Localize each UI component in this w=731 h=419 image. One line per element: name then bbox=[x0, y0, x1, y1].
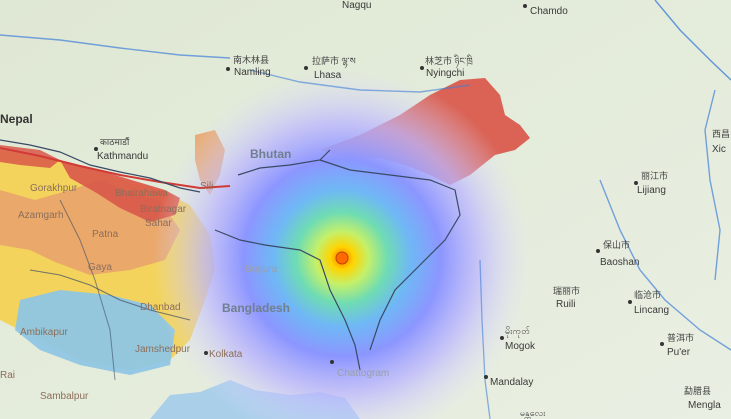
city-dot-chattogram bbox=[330, 360, 334, 364]
city-dot-mandalay bbox=[484, 375, 488, 379]
city-dot-lhasa bbox=[304, 66, 308, 70]
city-dot-lincang bbox=[628, 300, 632, 304]
city-dot-kathmandu bbox=[94, 147, 98, 151]
city-kolkata: Kolkata bbox=[209, 349, 243, 360]
city-dot-mogok bbox=[500, 336, 504, 340]
city-raipur: Rai bbox=[0, 370, 16, 381]
city-puer-native: 普洱市 bbox=[667, 333, 695, 343]
city-nyingchi: Nyingchi bbox=[426, 68, 465, 79]
city-baoshan-native: 保山市 bbox=[603, 240, 631, 250]
city-bogura: Bogura bbox=[245, 264, 278, 275]
city-mandalay-native: မန္တလေး bbox=[520, 408, 546, 418]
city-sambalpur: Sambalpur bbox=[40, 391, 89, 402]
city-mogok: Mogok bbox=[505, 341, 536, 352]
city-baoshan: Baoshan bbox=[600, 257, 640, 268]
city-lhasa: Lhasa bbox=[314, 70, 342, 81]
city-mengla: Mengla bbox=[688, 400, 721, 411]
city-mogok-native: မိုးကုတ် bbox=[505, 326, 530, 336]
city-biratnagar: Biratnagar bbox=[140, 204, 187, 215]
city-ambikapur: Ambikapur bbox=[20, 327, 68, 338]
city-saharsa: Sahar bbox=[145, 218, 172, 229]
city-dot-nyingchi bbox=[420, 66, 424, 70]
city-nyingchi-native: 林芝市 ཉིང་ཁྲི bbox=[425, 56, 473, 66]
city-chamdo: Chamdo bbox=[530, 6, 568, 17]
city-xichang: Xic bbox=[712, 144, 726, 155]
city-ruili: Ruili bbox=[556, 299, 576, 310]
city-patna: Patna bbox=[92, 229, 119, 240]
hazard-zone-minimal bbox=[15, 290, 175, 375]
city-dot-baoshan bbox=[596, 249, 600, 253]
city-lhasa-native: 拉萨市 ལྷ་ས bbox=[312, 56, 356, 66]
city-bhairahawa: Bhairahawa bbox=[115, 188, 168, 199]
city-siliguri: Sili bbox=[200, 181, 214, 192]
city-kathmandu-native: काठमाडौं bbox=[100, 137, 130, 147]
city-dot-lijiang bbox=[634, 181, 638, 185]
city-namling: Namling bbox=[234, 67, 271, 78]
shaking-intensity bbox=[152, 68, 532, 419]
city-dot-puer bbox=[660, 342, 664, 346]
border-bangladesh bbox=[214, 229, 361, 371]
border-northeast bbox=[319, 159, 461, 351]
city-nagqu: Nagqu bbox=[342, 0, 372, 11]
city-mandalay: Mandalay bbox=[490, 377, 534, 388]
hazard-zone-high bbox=[60, 160, 180, 222]
city-dot-kolkata bbox=[204, 351, 208, 355]
epicenter-marker bbox=[335, 251, 349, 265]
city-ruili-native: 瑞丽市 bbox=[553, 286, 581, 296]
country-label-bhutan: Bhutan bbox=[250, 147, 292, 161]
country-label-bangladesh: Bangladesh bbox=[222, 301, 291, 315]
city-gaya: Gaya bbox=[88, 262, 112, 273]
border-bhutan bbox=[237, 149, 331, 176]
city-dhanbad: Dhanbad bbox=[140, 302, 181, 313]
city-jamshedpur: Jamshedpur bbox=[135, 344, 191, 355]
city-namling-native: 南木林县 bbox=[233, 55, 270, 65]
fault-line bbox=[0, 147, 231, 190]
city-chattogram: Chattogram bbox=[337, 368, 390, 379]
city-dot-namling bbox=[226, 67, 230, 71]
city-lijiang-native: 丽江市 bbox=[641, 171, 669, 181]
city-lijiang: Lijiang bbox=[637, 185, 666, 196]
city-lincang: Lincang bbox=[634, 305, 670, 316]
city-gorakhpur: Gorakhpur bbox=[30, 183, 78, 194]
city-puer: Pu'er bbox=[667, 347, 691, 358]
city-azamgarh: Azamgarh bbox=[18, 210, 64, 221]
country-label-nepal: Nepal bbox=[0, 112, 33, 126]
city-xichang-native: 西昌 bbox=[712, 129, 731, 139]
city-dot-chamdo bbox=[523, 4, 527, 8]
city-mengla-native: 勐腊县 bbox=[684, 386, 712, 396]
city-lincang-native: 临沧市 bbox=[634, 290, 662, 300]
border-nepal bbox=[0, 139, 201, 193]
city-kathmandu: Kathmandu bbox=[97, 151, 149, 162]
